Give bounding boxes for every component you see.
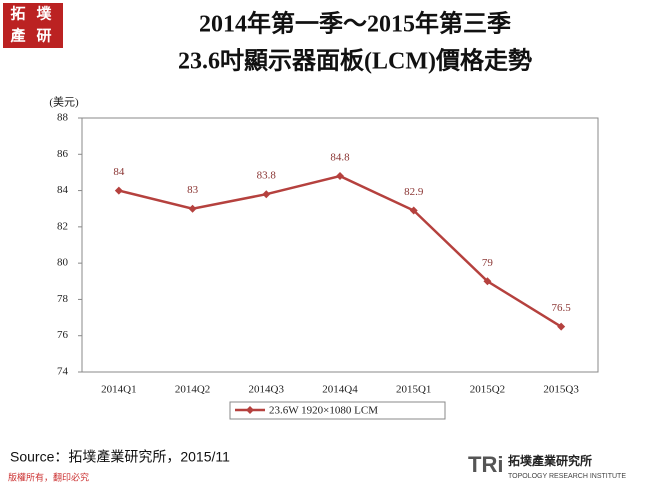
logo-name: 拓墣產業研究所 bbox=[508, 453, 592, 468]
logo-bottom: TRi 拓墣產業研究所 TOPOLOGY RESEARCH INSTITUTE bbox=[468, 452, 626, 480]
logo-char: 拓 bbox=[10, 4, 25, 22]
y-axis-label: (美元) bbox=[49, 96, 79, 109]
copyright: 版權所有，翻印必究 bbox=[8, 471, 89, 482]
y-tick-label: 88 bbox=[57, 112, 69, 124]
x-tick-label: 2014Q2 bbox=[175, 384, 210, 396]
point-marker bbox=[557, 322, 566, 331]
legend-box bbox=[229, 401, 446, 420]
y-tick-label: 74 bbox=[57, 366, 69, 378]
x-tick-label: 2014Q1 bbox=[101, 384, 136, 396]
point-marker bbox=[262, 190, 271, 199]
plot-border bbox=[81, 117, 599, 373]
y-tick-label: 86 bbox=[57, 148, 69, 160]
x-tick-label: 2015Q3 bbox=[543, 384, 579, 396]
logo-char: 產 bbox=[9, 26, 25, 44]
data-label: 83 bbox=[187, 184, 199, 196]
logo-char: 墣 bbox=[36, 5, 51, 22]
point-marker bbox=[188, 204, 197, 213]
data-label: 83.8 bbox=[257, 170, 277, 182]
y-tick-label: 84 bbox=[57, 184, 69, 196]
chart-subtitle: 23.6吋顯示器面板(LCM)價格走勢 bbox=[178, 48, 532, 75]
chart-title: 2014年第一季～2015年第三季 bbox=[199, 10, 511, 38]
point-marker bbox=[483, 277, 492, 286]
x-tick-label: 2014Q4 bbox=[322, 384, 358, 396]
y-tick-label: 78 bbox=[57, 293, 69, 305]
point-marker bbox=[114, 186, 123, 195]
data-label: 84 bbox=[113, 166, 125, 178]
data-label: 79 bbox=[482, 257, 494, 269]
logo-box bbox=[3, 3, 63, 48]
legend-label: 23.6W 1920×1080 LCM bbox=[269, 405, 378, 417]
data-label: 82.9 bbox=[404, 186, 424, 198]
x-tick-label: 2015Q2 bbox=[470, 384, 505, 396]
y-tick-label: 76 bbox=[57, 329, 69, 341]
source: Source：拓墣產業研究所，2015/11 bbox=[10, 449, 230, 465]
data-label: 84.8 bbox=[330, 152, 350, 164]
logo-english: TOPOLOGY RESEARCH INSTITUTE bbox=[508, 473, 626, 480]
logo-char: 研 bbox=[36, 27, 51, 44]
legend-marker bbox=[246, 406, 254, 414]
logo-top: 拓 墣 產 研 bbox=[3, 3, 63, 48]
point-marker bbox=[409, 206, 418, 215]
y-tick-label: 80 bbox=[57, 257, 69, 269]
logo-mark: TRi bbox=[468, 452, 503, 477]
point-marker bbox=[336, 172, 344, 181]
x-tick-label: 2014Q3 bbox=[249, 384, 285, 396]
y-tick-label: 82 bbox=[57, 220, 68, 232]
data-label: 76.5 bbox=[552, 302, 572, 314]
x-tick-label: 2015Q1 bbox=[396, 384, 431, 396]
